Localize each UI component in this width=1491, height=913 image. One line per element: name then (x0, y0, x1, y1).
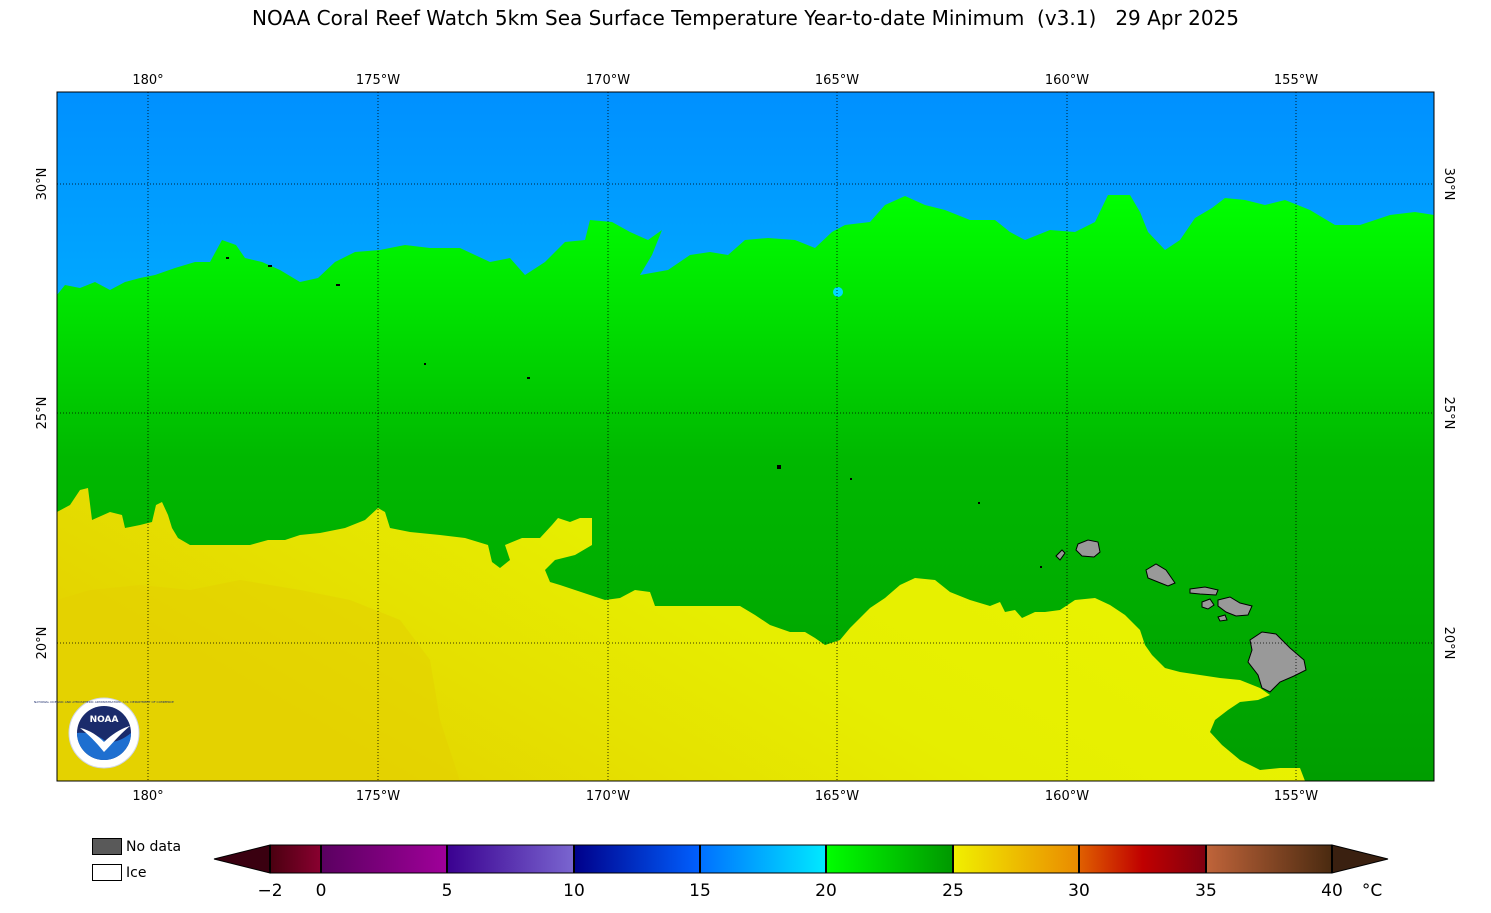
hawaii-islands (1055, 539, 1307, 693)
lat-label: 20°N (1441, 627, 1456, 660)
colorbar-max-extend (1331, 844, 1389, 874)
lon-label: 170°W (586, 73, 630, 88)
island-molokai (1189, 586, 1219, 596)
lon-label: 180° (132, 789, 163, 804)
noaa-logo-ring-text: NATIONAL OCEANIC AND ATMOSPHERIC ADMINIS… (34, 700, 174, 704)
island-kahoolawe (1217, 614, 1228, 622)
lon-label: 160°W (1045, 789, 1089, 804)
colorbar-band (1079, 845, 1206, 873)
ice-label: Ice (126, 865, 147, 881)
colorbar-band (826, 845, 953, 873)
no-data-swatch (92, 838, 122, 855)
atoll (978, 502, 980, 504)
no-data-label: No data (126, 839, 182, 855)
atoll (268, 265, 272, 267)
colorbar-tick-label: 10 (563, 881, 585, 901)
lon-label: 175°W (356, 789, 400, 804)
colorbar-tick-label: 5 (442, 881, 453, 901)
atoll (527, 377, 530, 379)
colorbar-tick-label: 15 (689, 881, 711, 901)
colorbar-unit: °C (1362, 881, 1382, 901)
colorbar-band (1206, 845, 1332, 873)
lon-labels-bottom: 180° 175°W 170°W 165°W 160°W 155°W (132, 789, 1318, 804)
lat-label: 30°N (35, 168, 50, 201)
atoll (850, 478, 852, 480)
atoll (336, 284, 340, 286)
lon-labels-top: 180° 175°W 170°W 165°W 160°W 155°W (132, 73, 1318, 88)
colorbar-band (700, 845, 826, 873)
island-maui (1217, 596, 1253, 617)
colorbar-band (321, 845, 447, 873)
colorbar-min-extend (213, 844, 271, 874)
island-hawaii (1247, 631, 1307, 693)
colorbar-dividers (269, 845, 1333, 873)
lon-label: 175°W (356, 73, 400, 88)
lat-labels-left: 30°N 25°N 20°N (35, 168, 50, 660)
island-lanai (1201, 598, 1215, 610)
lon-label: 160°W (1045, 73, 1089, 88)
lat-label: 25°N (35, 397, 50, 430)
lon-label: 165°W (815, 789, 859, 804)
colorbar-tick-label: 25 (942, 881, 964, 901)
cool-spot (833, 287, 843, 297)
colorbar-tick-label: 30 (1068, 881, 1090, 901)
lon-label: 180° (132, 73, 163, 88)
colorbar-tick-label: 0 (316, 881, 327, 901)
atoll (226, 257, 229, 259)
lon-label: 170°W (586, 789, 630, 804)
graticule (57, 92, 1434, 781)
lat-label: 30°N (1441, 168, 1456, 201)
colorbar-ticks: −2 0 5 10 15 20 25 30 35 40 °C (257, 881, 1382, 901)
atoll (424, 363, 426, 365)
hot-water-core (57, 580, 460, 781)
colorbar-tick-label: 40 (1321, 881, 1343, 901)
noaa-logo-text: NOAA (90, 715, 119, 725)
colorbar-tick-label: −2 (257, 881, 282, 901)
colorbar-band (953, 845, 1079, 873)
colorbar-tick-label: 35 (1195, 881, 1217, 901)
noaa-logo: NOAA NATIONAL OCEANIC AND ATMOSPHERIC AD… (34, 697, 174, 769)
atolls (226, 257, 1042, 568)
colorbar: −2 0 5 10 15 20 25 30 35 40 °C (213, 844, 1389, 901)
map-title: NOAA Coral Reef Watch 5km Sea Surface Te… (252, 6, 1239, 30)
lat-label: 25°N (1441, 397, 1456, 430)
lon-label: 155°W (1274, 789, 1318, 804)
colorbar-band (574, 845, 700, 873)
island-oahu (1145, 563, 1176, 587)
lat-labels-right: 30°N 25°N 20°N (1441, 168, 1456, 660)
colorbar-tick-label: 20 (815, 881, 837, 901)
island-kauai (1075, 539, 1101, 558)
atoll (1040, 566, 1042, 568)
lon-label: 155°W (1274, 73, 1318, 88)
map-frame (56, 91, 1435, 782)
lon-label: 165°W (815, 73, 859, 88)
island-niihau (1055, 549, 1066, 561)
colorbar-band (447, 845, 574, 873)
sst-field (57, 92, 1434, 781)
lat-label: 20°N (35, 627, 50, 660)
ice-swatch (92, 864, 122, 881)
colorbar-band (270, 845, 321, 873)
atoll (777, 465, 781, 469)
